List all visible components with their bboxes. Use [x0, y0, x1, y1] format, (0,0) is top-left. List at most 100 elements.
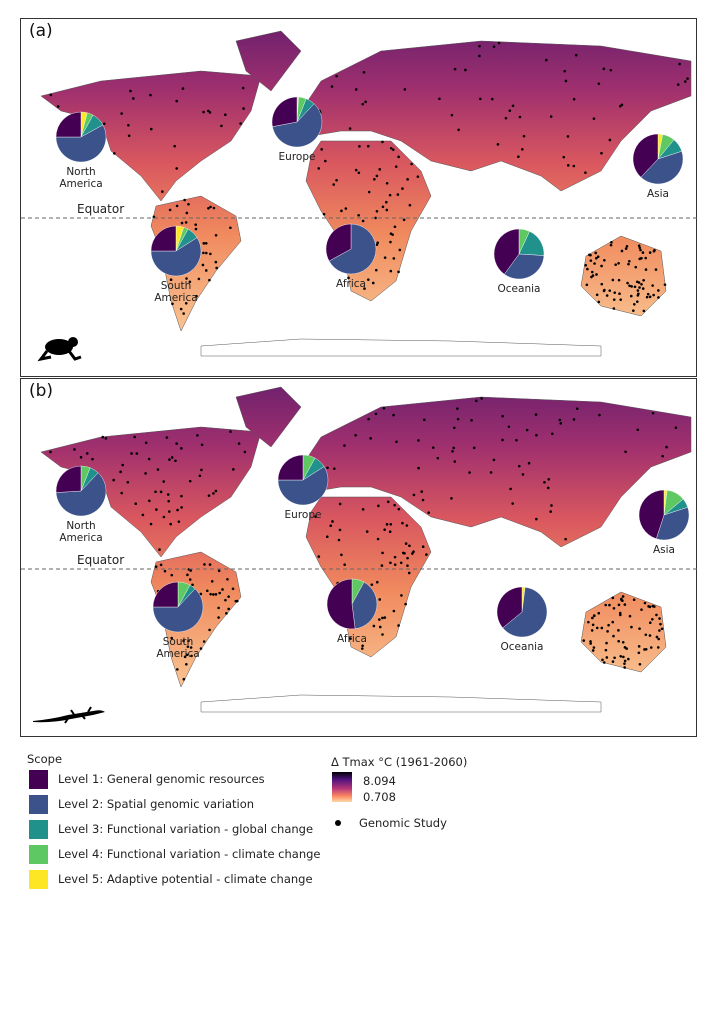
genomic-study-dot	[492, 45, 496, 48]
level5-label: Level 5: Adaptive potential - climate ch…	[58, 872, 313, 886]
genomic-study-dot	[420, 490, 424, 493]
genomic-study-dot	[144, 441, 148, 445]
genomic-study-dot	[343, 444, 346, 447]
lizard-body	[33, 710, 105, 723]
genomic-study-dot	[361, 647, 364, 650]
genomic-study-dot	[369, 437, 372, 440]
genomic-study-dot-icon	[335, 820, 341, 826]
genomic-study-dot	[637, 244, 641, 247]
genomic-study-dot	[408, 544, 411, 548]
region-label: America	[59, 178, 102, 190]
genomic-study-dot	[589, 259, 593, 262]
genomic-study-dot	[183, 655, 187, 659]
genomic-study-dot	[173, 144, 176, 148]
genomic-study-dot	[200, 468, 203, 472]
genomic-study-dot	[381, 616, 384, 620]
genomic-study-dot	[354, 88, 358, 91]
genomic-study-dot	[392, 413, 395, 417]
genomic-study-dot	[410, 162, 413, 166]
genomic-study-dot	[202, 640, 206, 643]
genomic-study-dot	[464, 68, 467, 72]
genomic-study-dot	[212, 206, 216, 210]
genomic-study-dot	[411, 552, 414, 555]
pie-europe: Europe	[271, 96, 323, 163]
genomic-study-dot	[640, 608, 643, 611]
genomic-study-dot	[425, 553, 428, 556]
genomic-study-dot	[373, 177, 376, 181]
genomic-study-dot	[338, 528, 342, 532]
genomic-study-dot	[611, 596, 615, 600]
scope-legend-title: Scope	[27, 752, 63, 766]
genomic-study-dot	[198, 474, 202, 478]
genomic-study-dot	[127, 123, 130, 127]
genomic-study-dot	[214, 233, 218, 237]
genomic-study-dot	[126, 480, 130, 484]
pie-slice-level2	[272, 103, 323, 148]
genomic-study-dot	[618, 611, 622, 615]
genomic-study-dot	[592, 646, 596, 649]
genomic-study-dot	[167, 510, 171, 513]
genomic-study-label: Genomic Study	[359, 816, 447, 830]
equator-label: Equator	[77, 202, 124, 216]
genomic-study-dot	[357, 213, 360, 217]
genomic-study-dot	[593, 614, 596, 618]
genomic-study-dot	[399, 561, 403, 565]
genomic-study-dot	[450, 113, 454, 117]
genomic-study-dot	[208, 628, 211, 632]
genomic-study-dot	[623, 646, 627, 649]
genomic-study-dot	[226, 577, 229, 581]
genomic-study-dot	[385, 523, 389, 526]
genomic-study-dot	[184, 301, 188, 305]
region-label: South	[163, 636, 194, 648]
genomic-study-dot	[517, 464, 521, 468]
genomic-study-dot	[659, 622, 662, 626]
genomic-study-dot	[320, 148, 323, 151]
genomic-study-dot	[394, 165, 398, 168]
genomic-study-dot	[639, 248, 642, 252]
genomic-study-dot	[132, 97, 135, 100]
genomic-study-dot	[204, 269, 208, 272]
genomic-study-dot	[49, 450, 52, 454]
genomic-study-dot	[195, 294, 198, 298]
genomic-study-dot	[417, 466, 420, 470]
genomic-study-dot	[438, 97, 441, 101]
genomic-study-dot	[361, 644, 364, 648]
genomic-study-dot	[229, 226, 232, 230]
genomic-study-dot	[171, 302, 174, 306]
genomic-study-dot	[205, 589, 209, 593]
genomic-study-dot	[408, 203, 412, 207]
genomic-study-dot	[642, 278, 645, 282]
genomic-study-dot	[204, 241, 208, 245]
pie-asia: Asia	[632, 133, 684, 200]
genomic-study-dot	[550, 504, 553, 507]
genomic-study-dot	[625, 244, 629, 248]
genomic-study-dot	[611, 620, 615, 624]
genomic-study-dot	[231, 587, 235, 591]
genomic-study-dot	[367, 417, 370, 421]
genomic-study-dot	[401, 521, 404, 525]
genomic-study-dot	[646, 292, 650, 296]
genomic-study-dot	[191, 583, 194, 587]
genomic-study-dot	[453, 460, 457, 463]
landmasses	[40, 30, 692, 357]
genomic-study-dot	[559, 422, 563, 425]
genomic-study-dot	[649, 646, 653, 649]
genomic-study-dot	[317, 555, 321, 558]
genomic-study-dot	[190, 654, 193, 658]
region-label: America	[59, 532, 102, 544]
genomic-study-dot	[200, 443, 204, 447]
genomic-study-dot	[156, 468, 160, 471]
genomic-study-dot	[194, 223, 197, 226]
genomic-study-dot	[535, 433, 538, 437]
genomic-study-dot	[381, 551, 384, 555]
genomic-study-dot	[349, 637, 352, 640]
genomic-study-dot	[348, 127, 352, 130]
genomic-study-dot	[208, 563, 212, 566]
pie-slice-level2	[277, 466, 329, 506]
antarctica-landmass	[200, 338, 602, 357]
genomic-study-dot	[175, 99, 179, 103]
genomic-study-dot	[630, 285, 633, 288]
genomic-study-dot	[337, 538, 341, 542]
